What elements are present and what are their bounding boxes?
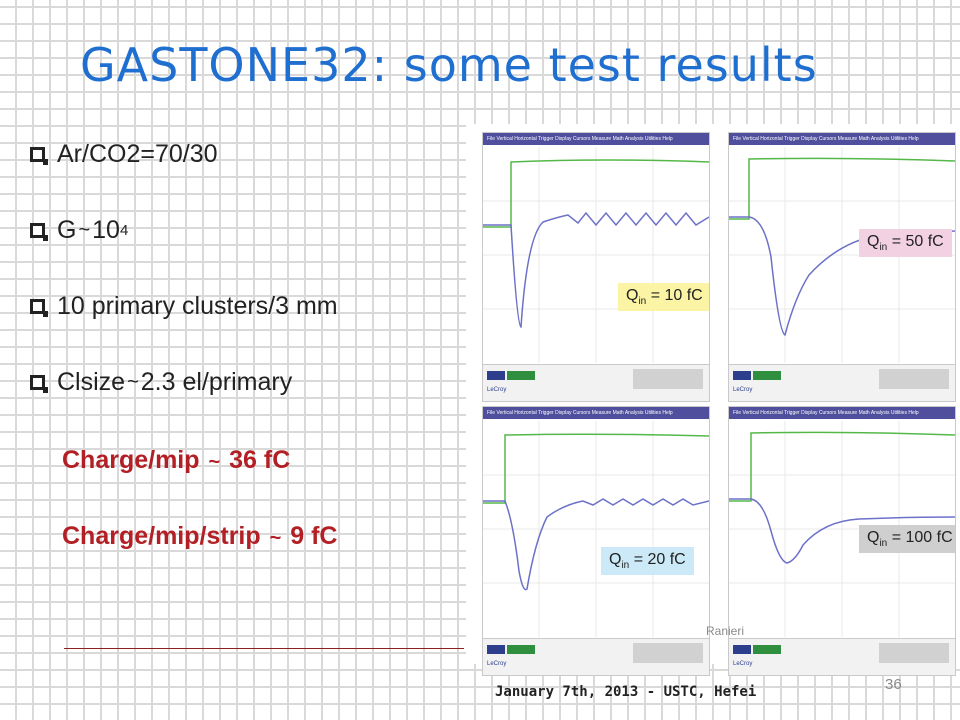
- scope-logo: LeCroy: [733, 661, 753, 667]
- highlight-value: 36 fC: [229, 446, 291, 474]
- scope-screen-20fc: File Vertical Horizontal Trigger Display…: [482, 406, 710, 676]
- signal-trace: [483, 498, 709, 591]
- channel-chip: [507, 645, 535, 654]
- bullet-gain: G ~ 10 4: [30, 216, 128, 245]
- channel-chip: [487, 371, 505, 380]
- scope-menubar: File Vertical Horizontal Trigger Display…: [483, 407, 709, 419]
- bullet-prefix: Clsize: [57, 368, 126, 396]
- scope-menubar: File Vertical Horizontal Trigger Display…: [483, 133, 709, 145]
- highlight-prefix: Charge/mip/strip: [62, 522, 261, 550]
- scope-trace-plot: [483, 147, 709, 363]
- scope-screen-10fc: File Vertical Horizontal Trigger Display…: [482, 132, 710, 402]
- scope-control-panel: LeCroy: [729, 364, 955, 401]
- scope-logo: LeCroy: [733, 387, 753, 393]
- scope-control-panel: LeCroy: [483, 364, 709, 401]
- divider-line: [64, 648, 464, 649]
- channel-chip: [753, 645, 781, 654]
- scope-trace-plot: [483, 421, 709, 637]
- scope-logo: LeCroy: [487, 661, 507, 667]
- tilde-symbol: ~: [269, 527, 282, 549]
- highlight-value: 9 fC: [290, 522, 338, 550]
- trigger-trace: [729, 431, 955, 502]
- bullet-value: 10: [92, 216, 120, 244]
- signal-trace: [483, 211, 709, 329]
- bullet-value: 2.3 el/primary: [140, 368, 293, 396]
- signal-trace: [729, 498, 955, 564]
- tilde-symbol: ~: [127, 371, 139, 393]
- scope-menubar: File Vertical Horizontal Trigger Display…: [729, 133, 955, 145]
- trigger-trace: [483, 433, 709, 504]
- bullet-gas-mixture: Ar/CO2=70/30: [30, 140, 218, 169]
- charge-label-50fc: Qin = 50 fC: [859, 229, 952, 258]
- scope-control-panel: LeCroy: [483, 638, 709, 675]
- charge-per-mip: Charge/mip ~ 36 fC: [62, 446, 290, 475]
- checkbox-bullet-icon: [30, 223, 48, 241]
- tilde-symbol: ~: [208, 451, 221, 473]
- page-title: GASTONE32: some test results: [80, 38, 818, 92]
- timebase-readout: [879, 369, 949, 389]
- highlight-prefix: Charge/mip: [62, 446, 200, 474]
- oscilloscope-photo: File Vertical Horizontal Trigger Display…: [466, 124, 960, 676]
- channel-chip: [507, 371, 535, 380]
- page-number: 36: [885, 676, 902, 693]
- bullet-prefix: G: [57, 216, 77, 244]
- bullet-clsize: Clsize ~ 2.3 el/primary: [30, 368, 292, 397]
- scope-logo: LeCroy: [487, 387, 507, 393]
- timebase-readout: [633, 643, 703, 663]
- bullet-clusters: 10 primary clusters/3 mm: [30, 292, 338, 321]
- channel-chip: [733, 371, 751, 380]
- trigger-trace: [729, 157, 955, 220]
- charge-per-mip-strip: Charge/mip/strip ~ 9 fC: [62, 522, 337, 551]
- bullet-text: 10 primary clusters/3 mm: [57, 292, 338, 320]
- bullet-exponent: 4: [119, 222, 129, 239]
- trigger-trace: [483, 159, 709, 228]
- charge-label-20fc: Qin = 20 fC: [601, 547, 694, 576]
- checkbox-bullet-icon: [30, 147, 48, 165]
- scope-control-panel: LeCroy: [729, 638, 955, 675]
- footer-text: January 7th, 2013 - USTC, Hefei: [495, 684, 757, 700]
- checkbox-bullet-icon: [30, 375, 48, 393]
- checkbox-bullet-icon: [30, 299, 48, 317]
- channel-chip: [487, 645, 505, 654]
- channel-chip: [753, 371, 781, 380]
- scope-menubar: File Vertical Horizontal Trigger Display…: [729, 407, 955, 419]
- charge-label-100fc: Qin = 100 fC: [859, 525, 955, 554]
- charge-label-10fc: Qin = 10 fC: [618, 283, 709, 312]
- scope-screen-100fc: File Vertical Horizontal Trigger Display…: [728, 406, 956, 676]
- bullet-text: Ar/CO2=70/30: [57, 140, 218, 168]
- tilde-symbol: ~: [78, 219, 91, 241]
- timebase-readout: [879, 643, 949, 663]
- timebase-readout: [633, 369, 703, 389]
- channel-chip: [733, 645, 751, 654]
- scope-screen-50fc: File Vertical Horizontal Trigger Display…: [728, 132, 956, 402]
- photo-watermark: Ranieri: [706, 624, 745, 638]
